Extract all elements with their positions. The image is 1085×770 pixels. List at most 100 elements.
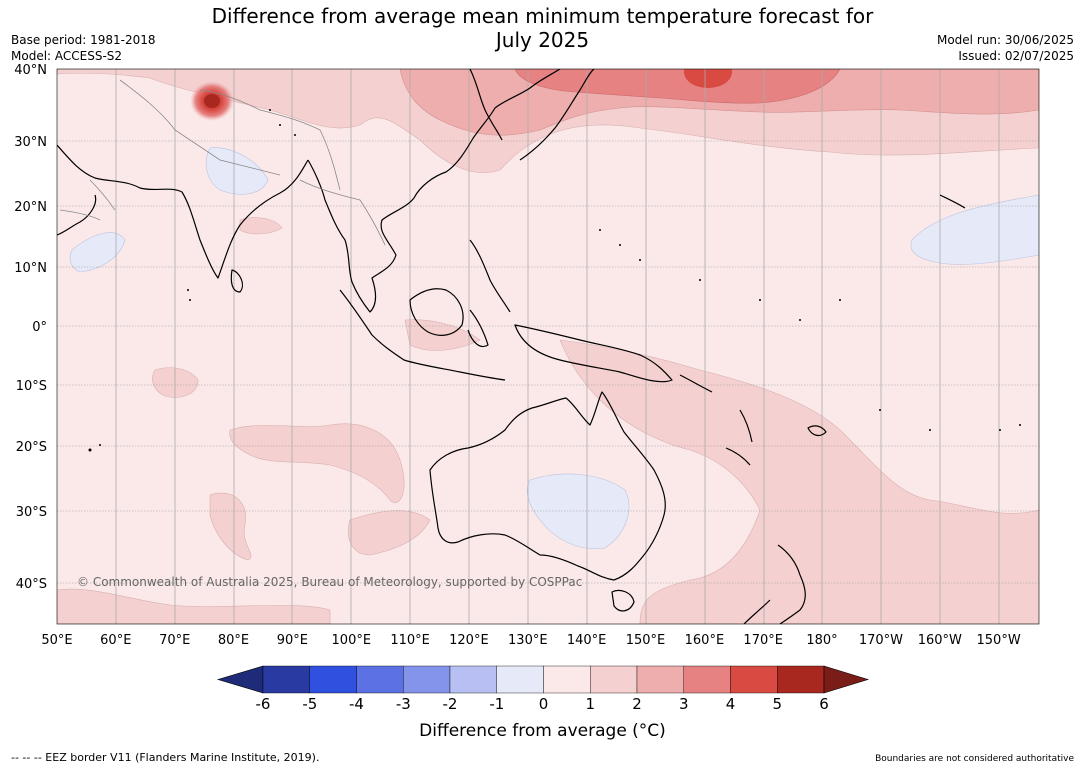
- lon-label: 120°E: [449, 633, 489, 648]
- colorbar-tick: 0: [539, 695, 549, 713]
- anomaly-north-peak: [684, 69, 732, 88]
- issued-date: Issued: 02/07/2025: [958, 49, 1074, 63]
- lat-label: 30°S: [16, 505, 47, 520]
- title-line-1: Difference from average mean minimum tem…: [211, 4, 874, 28]
- meridians: [115, 69, 1000, 624]
- lon-label: 60°E: [100, 633, 131, 648]
- title-line-2: July 2025: [495, 28, 590, 52]
- colorbar-tick: -5: [302, 695, 317, 713]
- copyright-text: © Commonwealth of Australia 2025, Bureau…: [77, 575, 582, 589]
- coast-hawaii: [939, 194, 966, 209]
- colorbar-swatch: [496, 665, 544, 694]
- latitude-labels: 40°N 30°N 20°N 10°N 0° 10°S 20°S 30°S 40°S: [14, 63, 47, 592]
- anomaly-cool-arabia: [69, 232, 126, 273]
- colorbar-extend-high: [823, 665, 870, 694]
- coast-arabia-india: [57, 144, 309, 279]
- islands: [88, 109, 1021, 452]
- lon-label: 180°: [806, 633, 837, 648]
- colorbar-swatch: [403, 665, 451, 694]
- colorbar-swatch: [543, 665, 591, 694]
- coast-philippines: [469, 239, 511, 313]
- coast-solomons-vanuatu: [679, 374, 753, 443]
- colorbar-swatch: [683, 665, 731, 694]
- colorbar-tick: 6: [819, 695, 829, 713]
- lon-label: 150°W: [977, 633, 1021, 648]
- lon-label: 130°E: [508, 633, 548, 648]
- base-period: Base period: 1981-2018: [11, 33, 156, 47]
- colorbar-tick: 4: [726, 695, 736, 713]
- model-name: Model: ACCESS-S2: [11, 49, 123, 63]
- longitude-labels: 50°E 60°E 70°E 80°E 90°E 100°E 110°E 120°E 130°E…: [41, 633, 1020, 648]
- colorbar-tick: 2: [632, 695, 642, 713]
- map-frame: [56, 68, 1040, 625]
- model-run: Model run: 30/06/2025: [936, 33, 1074, 47]
- meta-right: Model run: 30/06/2025 Issued: 02/07/2025: [937, 32, 1074, 64]
- colorbar-swatch: [262, 665, 310, 694]
- coast-new-guinea: [514, 324, 673, 383]
- anomaly-indian-3: [209, 492, 252, 561]
- boundaries-disclaimer: Boundaries are not considered authoritat…: [875, 754, 1074, 764]
- lat-label: 40°S: [16, 577, 47, 592]
- colorbar-swatch: [309, 665, 357, 694]
- anomaly-north-hot: [514, 69, 841, 104]
- anomaly-cool-pacific: [910, 194, 1039, 265]
- coast-sumatra-java: [339, 289, 506, 381]
- meta-left: Base period: 1981-2018 Model: ACCESS-S2: [11, 32, 156, 64]
- lon-label: 100°E: [332, 633, 372, 648]
- colorbar-swatch: [590, 665, 638, 694]
- lon-label: 80°E: [218, 633, 249, 648]
- colorbar-label: Difference from average (°C): [419, 721, 666, 741]
- lon-label: 170°W: [859, 633, 903, 648]
- coast-srilanka: [230, 269, 244, 293]
- colorbar-tick: 5: [773, 695, 783, 713]
- coast-gulf-arabia: [57, 194, 97, 236]
- coast-fiji: [807, 425, 827, 437]
- colorbar-tick: -2: [443, 695, 458, 713]
- lon-label: 50°E: [41, 633, 72, 648]
- anomaly-cool-india: [205, 147, 269, 195]
- country-borders: [59, 79, 386, 246]
- lon-label: 90°E: [277, 633, 308, 648]
- coast-se-asia: [307, 69, 561, 313]
- coast-japan: [519, 69, 595, 161]
- lat-label: 30°N: [14, 135, 47, 150]
- coast-australia: [429, 391, 666, 581]
- anomaly-field: [57, 69, 1039, 624]
- lat-label: 10°S: [16, 379, 47, 394]
- coast-new-caledonia: [725, 447, 751, 466]
- lat-label: 40°N: [14, 63, 47, 78]
- coast-sulawesi: [467, 309, 489, 348]
- colorbar-tick: -3: [396, 695, 411, 713]
- eez-legend: -- -- -- EEZ border V11 (Flanders Marine…: [11, 751, 320, 764]
- colorbar-tick: -1: [489, 695, 504, 713]
- colorbar-tick: 1: [586, 695, 596, 713]
- anomaly-indian-4: [347, 510, 431, 556]
- anomaly-india-bay: [239, 217, 283, 235]
- lat-label: 20°S: [16, 440, 47, 455]
- lon-label: 150°E: [626, 633, 666, 648]
- colorbar-extend-low: [216, 665, 264, 694]
- anomaly-indian-1: [229, 423, 405, 503]
- colorbar-tick: -4: [349, 695, 364, 713]
- coast-tasmania: [611, 589, 635, 612]
- colorbar-tick: -6: [256, 695, 271, 713]
- map-title: Difference from average mean minimum tem…: [0, 4, 1085, 52]
- colorbar-swatch: [449, 665, 497, 694]
- lon-label: 70°E: [159, 633, 190, 648]
- lon-label: 170°E: [743, 633, 783, 648]
- anomaly-sw: [57, 588, 331, 624]
- lat-label: 0°: [32, 320, 47, 335]
- anomaly-cool-australia: [527, 473, 630, 550]
- lon-label: 160°E: [685, 633, 725, 648]
- lat-label: 20°N: [14, 200, 47, 215]
- coast-borneo: [409, 288, 464, 336]
- colorbar-swatch: [777, 665, 825, 694]
- lat-label: 10°N: [14, 261, 47, 276]
- coastlines: [57, 69, 966, 624]
- anomaly-hotspot-core: [204, 94, 220, 108]
- coast-new-zealand: [743, 544, 806, 624]
- lon-label: 110°E: [390, 633, 430, 648]
- lon-label: 160°W: [918, 633, 962, 648]
- colorbar-tick: 3: [679, 695, 689, 713]
